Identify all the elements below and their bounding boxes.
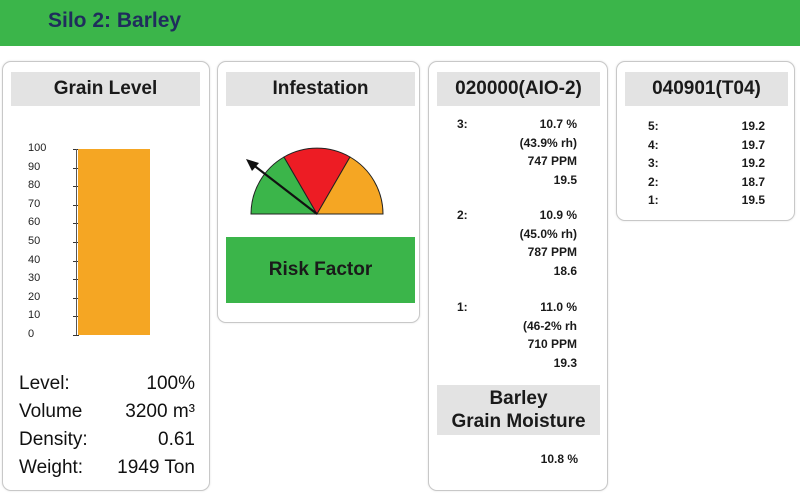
sensor-reading-value: 787 PPM	[527, 245, 577, 259]
page-header: Silo 2: Barley	[0, 0, 800, 46]
sensor-reading-value: 18.6	[553, 263, 577, 278]
sensor-reading-value: 19.2	[741, 119, 765, 133]
axis-tick-label: 20	[28, 290, 41, 303]
sensor-reading-index: 2:	[457, 208, 468, 222]
sensor-reading-index: 1:	[457, 300, 468, 314]
axis-tick-label: 50	[28, 235, 41, 247]
stat-value: 0.61	[158, 429, 195, 450]
grain-moisture-title: Barley Grain Moisture	[437, 385, 600, 435]
sensor-reading-index: 2:	[648, 174, 659, 189]
risk-factor-box: Risk Factor	[226, 237, 415, 303]
gauge-segment-low	[250, 156, 318, 215]
sensor-reading-value: 19.3	[553, 355, 577, 370]
sensor-reading-value: (45.0% rh)	[519, 226, 577, 241]
stat-label: Volume	[19, 401, 83, 422]
sensor-reading-value: 18.7	[741, 174, 765, 189]
gauge-segment-mid	[283, 147, 351, 215]
sensor-reading-value: (43.9% rh)	[519, 135, 577, 150]
grain-level-bar	[78, 149, 150, 335]
axis-tick-label: 30	[28, 272, 41, 285]
stat-label: Density:	[19, 429, 88, 450]
sensor-reading-value: 10.9 %	[539, 208, 577, 222]
stat-value: 100%	[146, 373, 195, 394]
stat-value: 3200 m³	[125, 401, 195, 422]
sensor-reading-value: 10.7 %	[539, 117, 577, 131]
sensor-reading-index: 5:	[648, 119, 659, 133]
grain-moisture-value: 10.8 %	[540, 452, 578, 466]
grain-level-axis-line	[76, 149, 77, 335]
page-title: Silo 2: Barley	[48, 9, 182, 32]
grain-moisture-title-line1: Barley	[489, 388, 548, 409]
axis-tick-label: 90	[28, 160, 41, 173]
infestation-title: Infestation	[226, 72, 415, 106]
sensor-reading-index: 1:	[648, 193, 659, 207]
infestation-card: Infestation Risk Factor	[217, 61, 420, 323]
grain-moisture-title-line2: Grain Moisture	[451, 411, 586, 432]
sensor-reading-value: 19.7	[741, 137, 765, 152]
sensor-t04-title: 040901(T04)	[625, 72, 788, 106]
sensor-reading-value: 747 PPM	[527, 154, 577, 168]
sensor-reading-index: 4:	[648, 137, 659, 152]
grain-level-card: Grain Level 100 90 80 70 60 50 40 30 20 10 0 Level…	[2, 61, 210, 491]
sensor-reading-value: 19.5	[741, 193, 765, 207]
axis-tick-label: 10	[28, 309, 41, 322]
sensor-aio2-card: 020000(AIO-2) 3: 10.7 % (43.9% rh) 747 PPM 1…	[428, 61, 608, 491]
axis-tick-label: 0	[28, 328, 35, 340]
stat-label: Level:	[19, 373, 70, 394]
axis-tick-label: 60	[28, 216, 41, 229]
gauge-needle-head	[246, 159, 259, 171]
sensor-reading-index: 3:	[648, 156, 659, 170]
axis-tick-label: 40	[28, 253, 41, 266]
sensor-reading-value: 710 PPM	[527, 337, 577, 351]
sensor-aio2-title: 020000(AIO-2)	[437, 72, 600, 106]
sensor-reading-value: (46-2% rh	[522, 318, 577, 333]
infestation-gauge	[246, 147, 384, 215]
gauge-segment-high	[316, 156, 384, 215]
gauge-needle	[251, 163, 318, 215]
axis-tick-mark	[73, 335, 79, 336]
axis-tick-label: 100	[28, 142, 47, 154]
sensor-reading-value: 19.2	[741, 156, 765, 170]
sensor-reading-value: 11.0 %	[540, 300, 577, 314]
stat-label: Weight:	[19, 457, 84, 478]
axis-tick-label: 80	[28, 179, 41, 192]
stat-value: 1949 Ton	[117, 457, 195, 478]
sensor-reading-value: 19.5	[553, 172, 577, 187]
sensor-t04-card: 040901(T04) 5: 19.2 4: 19.7 3: 19.2 2: 18.7 1: 19…	[616, 61, 795, 221]
sensor-reading-index: 3:	[457, 117, 468, 131]
axis-tick-label: 70	[28, 197, 41, 210]
grain-level-title: Grain Level	[11, 72, 200, 106]
